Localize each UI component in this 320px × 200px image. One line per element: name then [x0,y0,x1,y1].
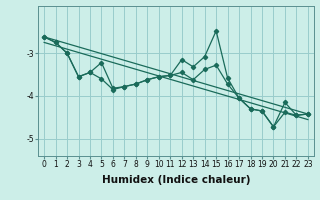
X-axis label: Humidex (Indice chaleur): Humidex (Indice chaleur) [102,175,250,185]
